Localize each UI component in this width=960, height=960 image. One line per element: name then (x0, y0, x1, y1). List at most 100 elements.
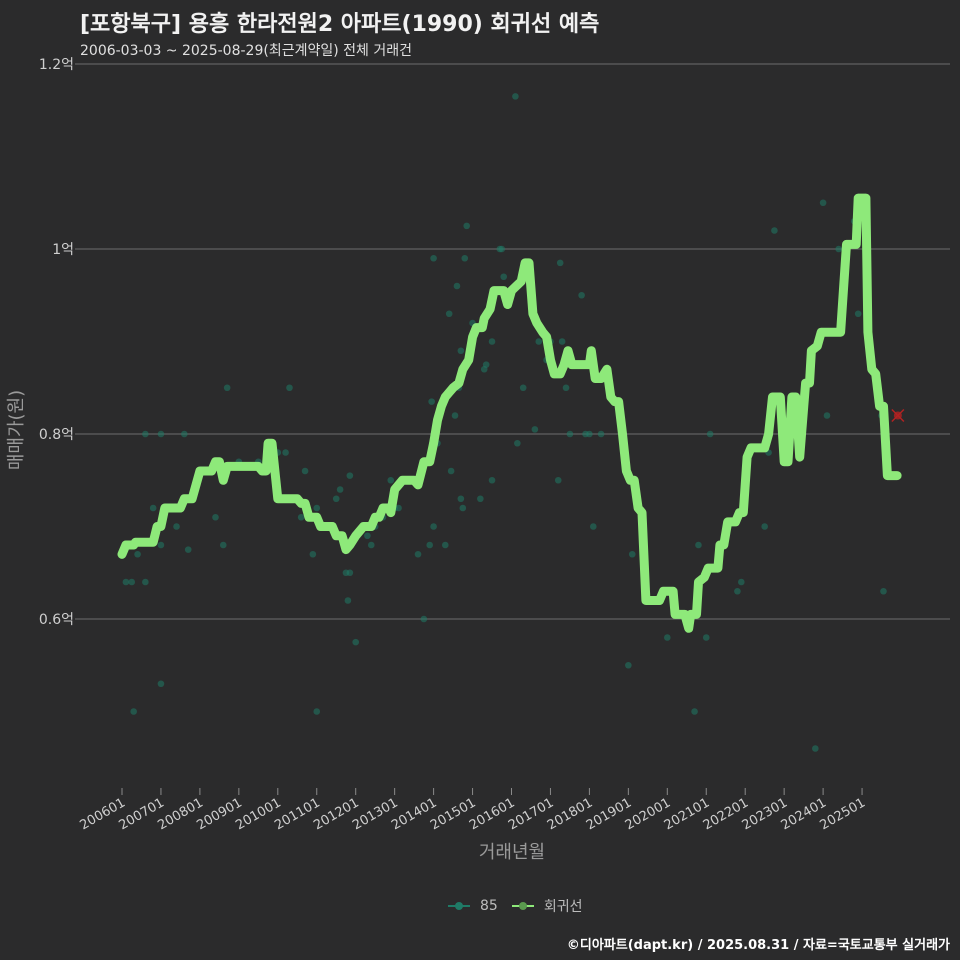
scatter-point (702, 634, 710, 641)
x-axis-title: 거래년월 (479, 842, 545, 863)
scatter-point (414, 550, 422, 558)
scatter-point (142, 430, 149, 438)
scatter-point (313, 708, 321, 715)
scatter-point (823, 412, 831, 419)
y-tick-label: 1억 (52, 242, 74, 258)
x-tick-label: 202501 (818, 795, 868, 833)
scatter-point (301, 467, 309, 475)
scatter-point (500, 273, 508, 281)
scatter-point (395, 504, 402, 512)
scatter-point (367, 541, 375, 549)
source-footer: ©디아파트(dapt.kr) / 2025.08.31 / 자료=국토교통부 실… (566, 938, 950, 953)
scatter-point (535, 338, 543, 345)
scatter-point (346, 472, 354, 479)
scatter-point (219, 541, 227, 549)
scatter-point (597, 430, 605, 438)
scatter-point (835, 245, 842, 253)
legend-label-regression: 회귀선 (543, 899, 583, 915)
legend-item-85: 85 (448, 898, 498, 914)
chart-subtitle: 2006-03-03 ~ 2025-08-29(최근계약일) 전체 거래건 (80, 43, 412, 59)
scatter-point (664, 634, 671, 641)
scatter-point (430, 254, 437, 262)
scatter-point (134, 550, 141, 558)
scatter-point (212, 513, 219, 521)
scatter-point (157, 541, 165, 549)
scatter-point (352, 638, 360, 646)
scatter-point (556, 259, 564, 267)
scatter-point (819, 199, 827, 207)
y-tick-label: 0.8억 (39, 427, 74, 443)
scatter-point (346, 569, 354, 577)
scatter-point (445, 310, 453, 318)
x-axis-labels: 2006012007012008012009012010012011012012… (78, 788, 868, 833)
y-axis-labels: 0.6억 0.8억 1억 1.2억 (39, 57, 74, 628)
scatter-point (181, 430, 188, 438)
scatter-point (453, 282, 461, 290)
scatter-point (128, 578, 136, 586)
y-tick-label: 0.6억 (39, 612, 74, 628)
chart-title: [포항북구] 용흥 한라전원2 아파트(1990) 회귀선 예측 (80, 12, 600, 37)
scatter-point (451, 412, 459, 419)
scatter-point (738, 578, 745, 586)
grid-lines (75, 63, 950, 620)
scatter-point (344, 597, 352, 604)
legend-item-regression: 회귀선 (511, 896, 583, 916)
scatter-point (157, 430, 165, 438)
scatter-point (286, 384, 293, 392)
scatter-point (512, 93, 519, 100)
scatter-point (447, 467, 455, 475)
scatter-point (313, 504, 321, 512)
scatter-point (297, 513, 305, 521)
scatter-point (459, 504, 467, 512)
scatter-point (336, 486, 344, 493)
scatter-point (149, 504, 157, 512)
scatter-point (387, 476, 395, 484)
scatter-point (695, 541, 702, 549)
scatter-point (173, 523, 180, 530)
scatter-point (531, 426, 539, 433)
legend-swatch-regression (511, 899, 534, 913)
scatter-point (184, 546, 192, 553)
scatter-point (706, 430, 714, 438)
scatter-point (441, 541, 449, 549)
scatter-point (461, 254, 469, 262)
scatter-point (122, 578, 130, 586)
scatter-point (430, 523, 437, 530)
legend-swatch-85 (448, 899, 470, 913)
scatter-point (880, 587, 887, 595)
scatter-point (734, 587, 741, 595)
scatter-point (589, 523, 597, 530)
scatter-point (854, 310, 862, 318)
scatter-point (420, 615, 428, 623)
chart-legend: 85 회귀선 (448, 896, 596, 916)
legend-label-85: 85 (480, 898, 498, 914)
scatter-point (142, 578, 149, 586)
scatter-point (578, 291, 585, 299)
scatter-point (157, 680, 165, 688)
scatter-point (332, 495, 340, 503)
scatter-point (625, 661, 632, 669)
scatter-point (761, 523, 768, 530)
scatter-point (586, 430, 593, 438)
scatter-point (223, 384, 231, 392)
scatter-point (426, 541, 434, 549)
scatter-point (364, 532, 371, 540)
scatter-point (771, 227, 778, 234)
scatter-point (514, 439, 521, 447)
scatter-point (566, 430, 574, 438)
scatter-point (282, 449, 289, 456)
scatter-point (457, 347, 465, 355)
scatter-point (812, 745, 819, 752)
prediction-cross-b (891, 408, 905, 423)
scatter-point (130, 708, 137, 715)
scatter-point (428, 398, 435, 405)
scatter-point (691, 708, 698, 715)
prediction-marker-group (891, 408, 905, 423)
y-axis-title: 매매가(원) (6, 390, 27, 470)
regression-line-group (117, 193, 902, 633)
scatter-point (554, 476, 562, 484)
scatter-point (488, 476, 496, 484)
y-tick-label: 1.2억 (39, 57, 74, 73)
scatter-point (488, 338, 496, 345)
